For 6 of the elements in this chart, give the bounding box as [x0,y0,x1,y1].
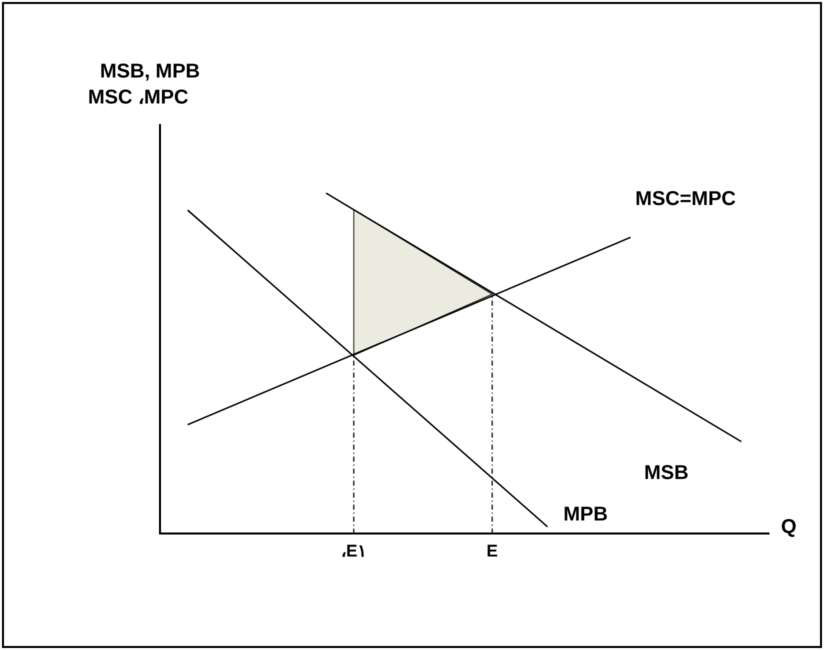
series-label: MSC=MPC [635,188,736,210]
x-tick-label: ،E١ [341,541,366,560]
x-axis-title: Q [781,516,797,538]
series-label: MPB [563,503,608,526]
x-tick-label: E [486,541,498,560]
text: MSB [644,462,689,484]
